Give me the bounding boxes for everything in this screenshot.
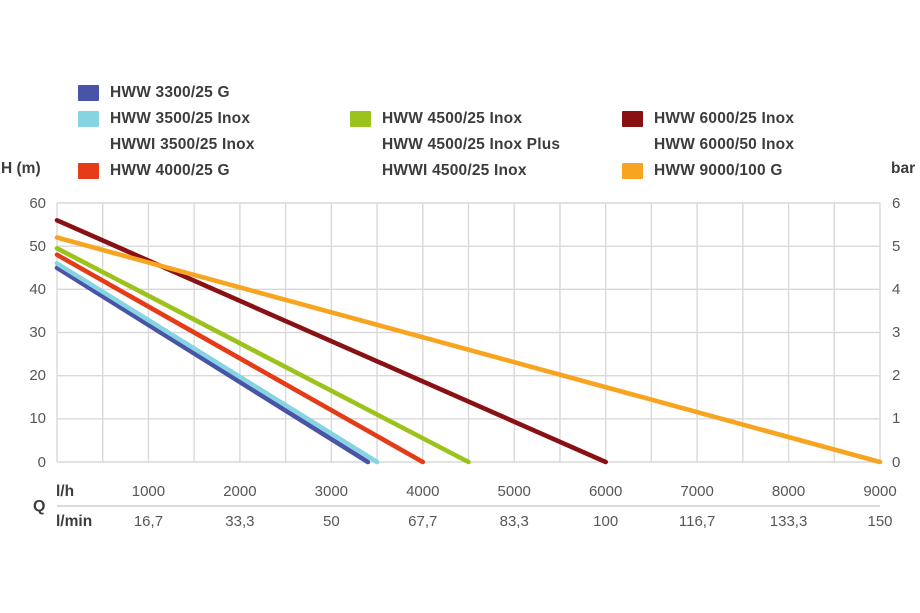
lmin-tick-label: 100 bbox=[593, 513, 619, 530]
legend-swatch bbox=[78, 163, 99, 179]
legend-label: HWW 4500/25 Inox Plus bbox=[382, 136, 561, 153]
legend-item: HWW 3300/25 G bbox=[78, 80, 255, 106]
lh-tick-label: 9000 bbox=[863, 483, 897, 500]
left-axis-unit-label: H (m) bbox=[1, 160, 41, 177]
legend-swatch bbox=[78, 111, 99, 127]
secondary-y-axis-tick-label: 6 bbox=[892, 194, 901, 212]
lmin-tick-label: 116,7 bbox=[678, 513, 716, 530]
plot-area bbox=[54, 202, 883, 465]
lmin-tick-label: 50 bbox=[322, 513, 340, 530]
lmin-tick-label: 33,3 bbox=[225, 513, 255, 530]
legend-item: HWW 6000/50 Inox bbox=[622, 132, 794, 158]
gridlines bbox=[56, 202, 881, 463]
secondary-y-axis-tick-label: 0 bbox=[892, 453, 901, 471]
lmin-tick-label: 150 bbox=[867, 513, 893, 530]
series-line-hww-4500-25-inox-hww-4500-25-inox-plus-hwwi-4500-25-inox bbox=[54, 245, 471, 465]
legend-swatch bbox=[78, 85, 99, 101]
legend-label: HWWI 3500/25 Inox bbox=[110, 136, 255, 153]
secondary-y-axis-tick-label: 1 bbox=[892, 410, 901, 428]
lh-tick-label: 5000 bbox=[497, 483, 531, 500]
lmin-tick-label: 133,3 bbox=[769, 513, 808, 530]
legend-label: HWW 9000/100 G bbox=[654, 162, 783, 179]
secondary-y-axis-tick-label: 2 bbox=[892, 367, 901, 385]
axis-separator-line bbox=[57, 505, 880, 507]
series-line-hww-3300-25-g bbox=[54, 265, 371, 465]
y-axis-tick-label: 10 bbox=[29, 410, 46, 428]
legend-label: HWW 3500/25 Inox bbox=[110, 110, 251, 127]
right-axis-unit-label: bar bbox=[891, 160, 916, 177]
y-axis-tick-label: 60 bbox=[29, 194, 46, 212]
y-axis-tick-label: 50 bbox=[29, 237, 46, 255]
legend-item: HWW 6000/25 Inox bbox=[622, 106, 794, 132]
lmin-tick-label: 83,3 bbox=[499, 513, 529, 530]
lh-tick-label: 7000 bbox=[680, 483, 714, 500]
legend-column: HWW 3300/25 G HWW 3500/25 Inox HWWI 3500/2… bbox=[78, 80, 255, 184]
series-line-hww-3500-25-inox-hwwi-3500-25-inox bbox=[54, 261, 380, 465]
legend-item: HWW 4000/25 G bbox=[78, 158, 255, 184]
legend-label: HWWI 4500/25 Inox bbox=[382, 162, 527, 179]
secondary-y-axis-tick-label: 3 bbox=[892, 324, 901, 341]
lh-tick-label: 3000 bbox=[314, 483, 349, 500]
legend-item: HWW 4500/25 Inox Plus bbox=[350, 132, 560, 158]
secondary-y-axis-tick-label: 5 bbox=[892, 237, 901, 255]
legend-item: HWW 9000/100 G bbox=[622, 158, 794, 184]
lh-tick-label: 2000 bbox=[223, 483, 257, 500]
legend-swatch-placeholder bbox=[350, 163, 371, 179]
y-axis-tick-label: 40 bbox=[29, 280, 46, 298]
lh-tick-label: 1000 bbox=[131, 483, 166, 500]
series-line-hww-9000-100-g bbox=[54, 235, 883, 465]
lh-tick-label: 8000 bbox=[771, 483, 806, 500]
lh-tick-label: 4000 bbox=[406, 483, 440, 500]
y-axis-tick-label: 0 bbox=[37, 453, 46, 471]
legend-item: HWWI 4500/25 Inox bbox=[350, 158, 560, 184]
lmin-unit-label: l/min bbox=[56, 513, 93, 530]
legend-column: HWW 6000/25 Inox HWW 6000/50 Inox HWW 9000… bbox=[622, 106, 794, 184]
legend-label: HWW 4500/25 Inox bbox=[382, 110, 523, 127]
flow-axis-label: Q bbox=[33, 498, 46, 515]
lh-tick-label: 6000 bbox=[588, 483, 623, 500]
legend-swatch bbox=[350, 111, 371, 127]
series-line-hww-4000-25-g bbox=[54, 252, 426, 465]
legend-swatch-placeholder bbox=[622, 137, 643, 153]
lmin-tick-label: 67,7 bbox=[408, 513, 438, 530]
legend-label: HWW 6000/50 Inox bbox=[654, 136, 795, 153]
legend-swatch bbox=[622, 163, 643, 179]
y-axis-tick-label: 30 bbox=[29, 324, 46, 341]
legend-item: HWWI 3500/25 Inox bbox=[78, 132, 255, 158]
lmin-tick-label: 16,7 bbox=[133, 513, 164, 530]
legend-label: HWW 3300/25 G bbox=[110, 84, 230, 101]
lh-unit-label: l/h bbox=[56, 483, 75, 500]
legend-column: HWW 4500/25 Inox HWW 4500/25 Inox Plus HWW… bbox=[350, 106, 560, 184]
legend-swatch bbox=[622, 111, 643, 127]
secondary-y-axis-tick-label: 4 bbox=[892, 280, 901, 298]
legend-swatch-placeholder bbox=[78, 137, 99, 153]
legend-swatch-placeholder bbox=[350, 137, 371, 153]
legend-item: HWW 3500/25 Inox bbox=[78, 106, 255, 132]
y-axis-tick-label: 20 bbox=[29, 367, 46, 385]
legend-label: HWW 6000/25 Inox bbox=[654, 110, 795, 127]
legend-item: HWW 4500/25 Inox bbox=[350, 106, 560, 132]
legend-label: HWW 4000/25 G bbox=[110, 162, 230, 179]
